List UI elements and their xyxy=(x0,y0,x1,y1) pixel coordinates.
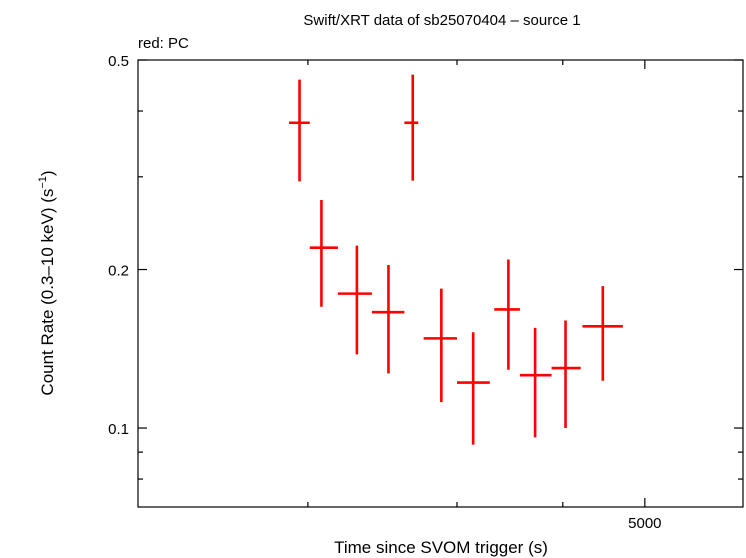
data-point xyxy=(551,320,581,429)
y-axis-label-main: Count Rate (0.3–10 keV) (s xyxy=(38,189,57,396)
data-point xyxy=(289,79,310,182)
data-point xyxy=(337,245,372,355)
axis-ticks xyxy=(138,59,743,507)
data-point xyxy=(582,286,623,381)
plot-area xyxy=(137,59,744,508)
x-axis-label: Time since SVOM trigger (s) xyxy=(334,538,548,557)
chart-title: Swift/XRT data of sb25070404 – source 1 xyxy=(303,12,580,29)
axis-tick-labels: 0.1 0.2 0.5 5000 xyxy=(108,53,661,532)
y-axis-label-exponent: −1 xyxy=(37,176,49,189)
y-tick-label: 0.5 xyxy=(108,53,129,70)
data-point xyxy=(371,265,405,374)
y-axis-label: Count Rate (0.3–10 keV) (s−1) xyxy=(37,170,57,395)
data-point xyxy=(423,288,457,403)
y-axis-label-close: ) xyxy=(38,170,57,176)
y-tick-label: 0.1 xyxy=(108,421,129,438)
y-tick-label: 0.2 xyxy=(108,263,129,280)
x-tick-label: 5000 xyxy=(628,515,661,532)
data-point xyxy=(519,327,552,438)
data-point xyxy=(456,332,490,445)
chart-subtitle: red: PC xyxy=(138,35,189,52)
data-point xyxy=(494,259,520,370)
data-point xyxy=(404,74,419,181)
data-series xyxy=(289,74,623,445)
data-point xyxy=(309,200,338,307)
